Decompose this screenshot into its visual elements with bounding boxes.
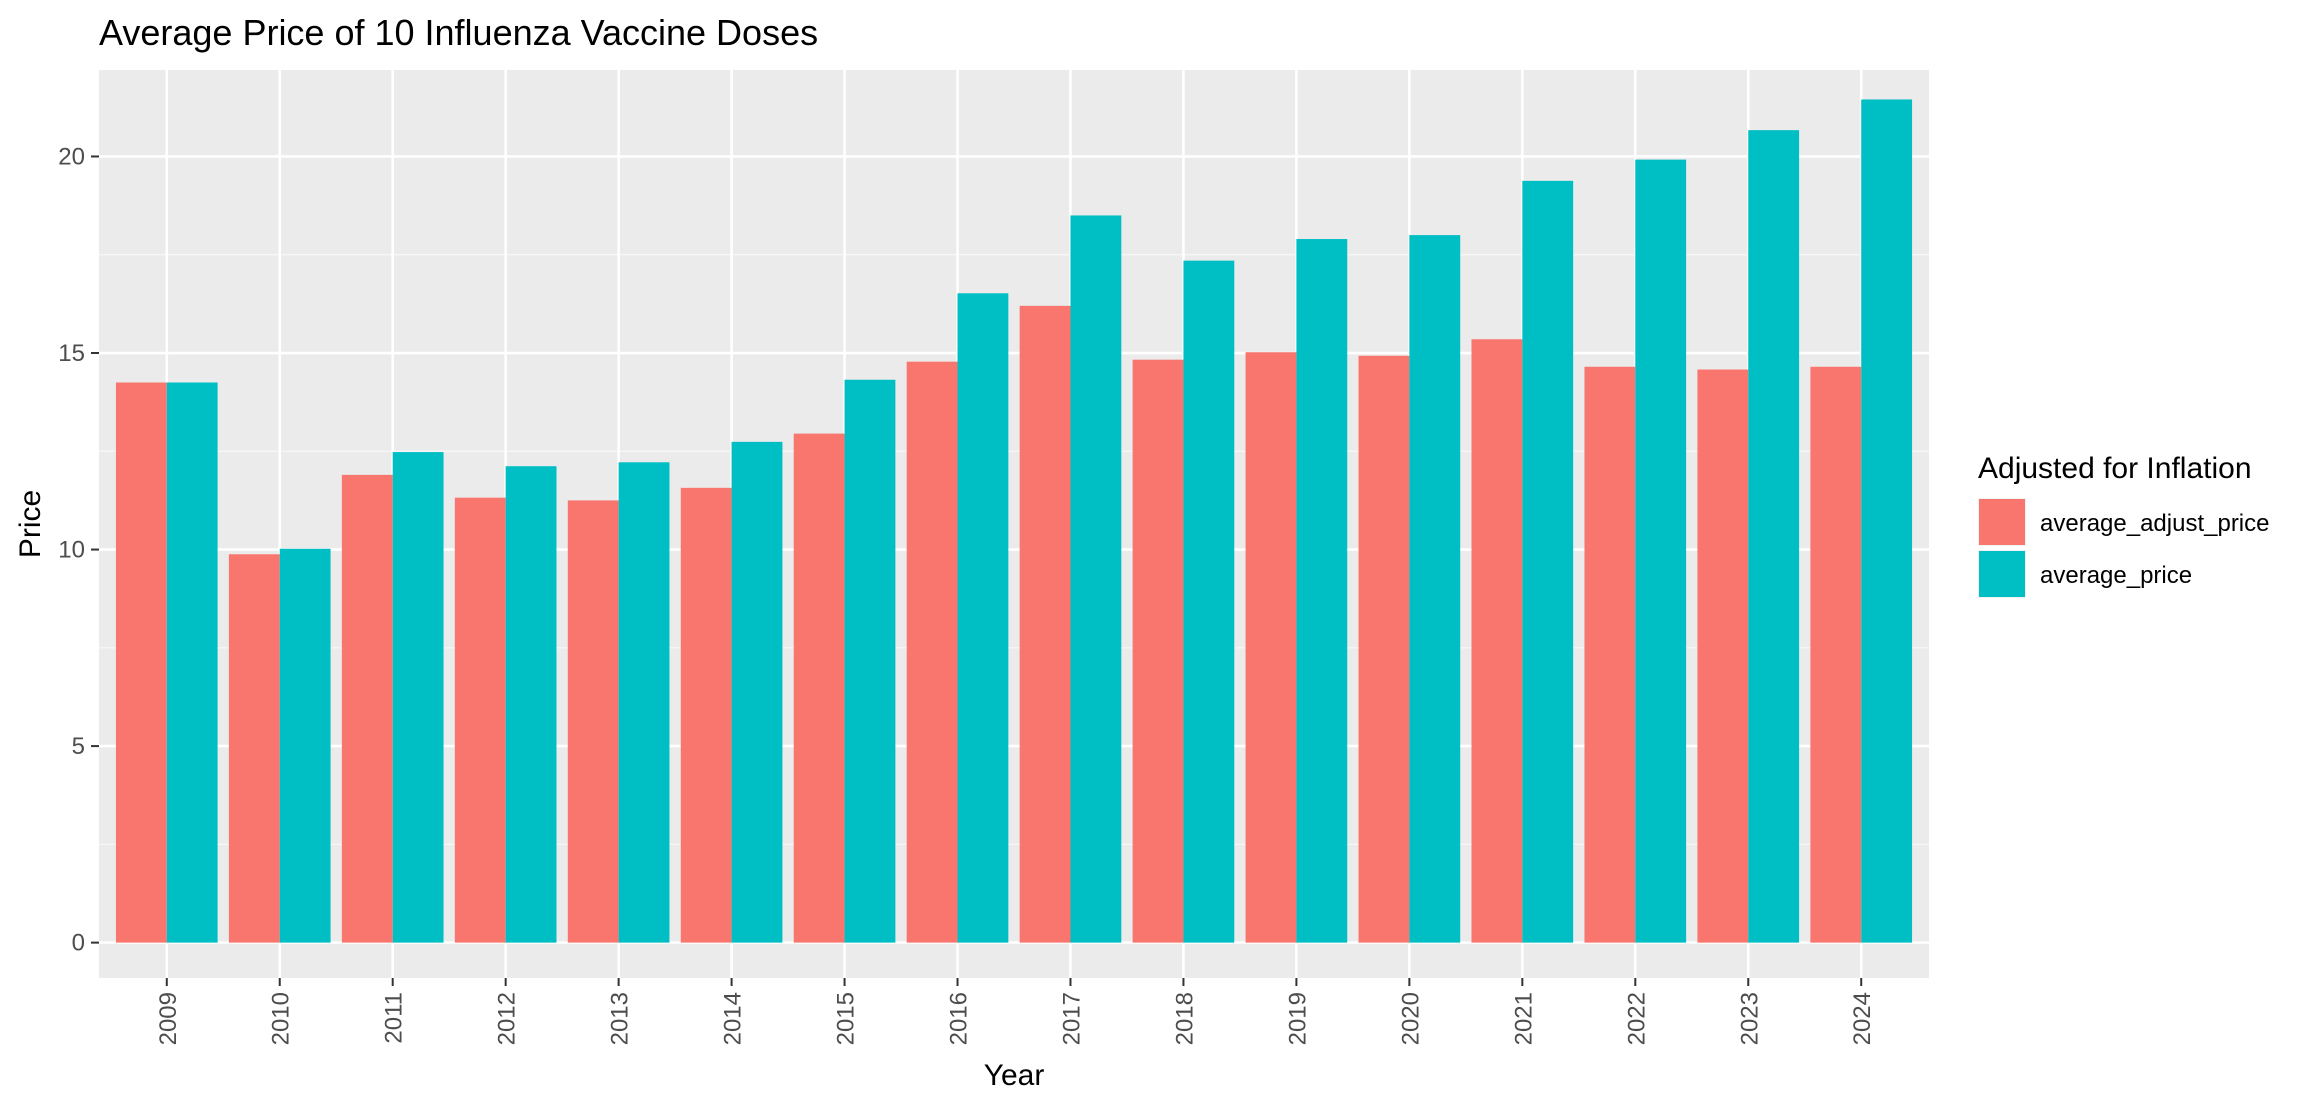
bar-average_adjust_price	[1471, 339, 1523, 943]
x-tick-label: 2013	[607, 992, 634, 1045]
x-tick-label: 2021	[1510, 992, 1537, 1045]
bar-average_adjust_price	[793, 433, 845, 943]
y-tick-label: 0	[72, 930, 85, 957]
x-tick-label: 2023	[1736, 992, 1763, 1045]
legend-label: average_price	[2040, 562, 2192, 589]
bar-average_adjust_price	[115, 382, 167, 943]
chart-title: Average Price of 10 Influenza Vaccine Do…	[99, 12, 818, 53]
bar-average_price	[1748, 130, 1800, 943]
bar-average_price	[1183, 260, 1235, 943]
legend-swatch	[1979, 551, 2025, 597]
bar-average_adjust_price	[454, 497, 506, 943]
x-tick-label: 2012	[494, 992, 521, 1045]
legend-swatch	[1979, 499, 2025, 545]
x-axis-title: Year	[984, 1059, 1045, 1092]
bar-average_price	[166, 382, 218, 943]
x-tick-label: 2017	[1058, 992, 1085, 1045]
legend-label: average_adjust_price	[2040, 510, 2270, 537]
bar-average_price	[392, 452, 444, 943]
bar-average_adjust_price	[1697, 369, 1749, 943]
bar-average_price	[1296, 239, 1348, 943]
bar-average_adjust_price	[1810, 366, 1862, 943]
legend: Adjusted for Inflation average_adjust_pr…	[1978, 452, 2270, 598]
bar-average_adjust_price	[680, 487, 732, 943]
bar-average_price	[1635, 159, 1687, 943]
bar-average_adjust_price	[567, 500, 619, 943]
x-tick-label: 2015	[833, 992, 860, 1045]
x-tick-label: 2016	[946, 992, 973, 1045]
bar-average_price	[844, 379, 896, 943]
bar-average_adjust_price	[1019, 305, 1071, 943]
x-tick-label: 2024	[1849, 992, 1876, 1045]
legend-title: Adjusted for Inflation	[1978, 452, 2252, 485]
x-tick-label: 2010	[268, 992, 295, 1045]
x-tick-label: 2018	[1171, 992, 1198, 1045]
legend-items: average_adjust_price average_price	[1978, 498, 2270, 598]
bars-layer	[115, 99, 1913, 943]
bar-average_price	[1070, 215, 1122, 943]
bar-average_price	[957, 293, 1009, 943]
bar-average_adjust_price	[1584, 366, 1636, 943]
x-tick-label: 2011	[381, 992, 408, 1044]
bar-average_price	[731, 441, 783, 943]
bar-average_adjust_price	[906, 361, 958, 943]
bar-average_adjust_price	[1358, 355, 1410, 943]
bar-average_adjust_price	[1132, 359, 1184, 943]
y-axis-title: Price	[14, 490, 47, 558]
x-tick-label: 2022	[1623, 992, 1650, 1045]
y-tick-label: 20	[58, 143, 85, 170]
bar-average_price	[279, 548, 331, 943]
bar-average_price	[1861, 99, 1913, 943]
y-tick-label: 5	[72, 733, 85, 760]
bar-average_price	[618, 462, 670, 943]
x-tick-label: 2014	[720, 992, 747, 1045]
x-tick-label: 2019	[1284, 992, 1311, 1045]
bar-average_price	[1409, 235, 1461, 943]
bar-average_adjust_price	[228, 554, 280, 943]
bar-average_adjust_price	[1245, 352, 1297, 943]
y-axis: 0 5 10 15 20	[58, 143, 99, 957]
y-tick-label: 15	[58, 340, 85, 367]
x-tick-label: 2009	[155, 992, 182, 1045]
x-tick-label: 2020	[1397, 992, 1424, 1045]
bar-average_price	[1522, 180, 1574, 943]
y-tick-label: 10	[58, 537, 85, 564]
x-axis: 2009 2010 2011 2012 2013 2014 2015 2016 2017 2018…	[155, 978, 1876, 1045]
bar-average_adjust_price	[341, 474, 393, 943]
bar-average_price	[505, 466, 557, 943]
